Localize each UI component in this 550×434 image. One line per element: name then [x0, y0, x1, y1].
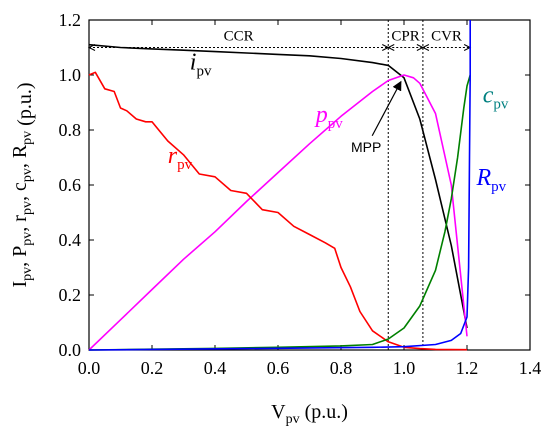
series-line-p: [88, 74, 468, 351]
series-line-i: [88, 43, 468, 329]
series-label-p: ppv: [314, 102, 344, 132]
plot-area: 0.0 0.2 0.4 0.6 0.8 1.0 1.2 1.4 0.0 0.2 0.4 0.6 0.8 1…: [59, 10, 542, 378]
series-label-r-upper: Rpv: [475, 165, 506, 195]
axis-labels: Vpv (p.u.) Ipv, Ppv, rpv, cpv, Rpv (p.u.): [9, 82, 348, 427]
series-label-i: ipv: [190, 50, 212, 80]
x-axis-label: Vpv (p.u.): [271, 401, 348, 427]
series-label-r: rpv: [168, 143, 193, 173]
y-tick-label: 1.2: [59, 10, 82, 30]
series-line-c: [88, 74, 471, 351]
y-tick-label: 0.0: [59, 340, 82, 360]
x-tick-label: 0.8: [330, 358, 353, 378]
region-label: CPR: [391, 29, 419, 45]
region-arrow-head-left: [421, 44, 430, 51]
region-arrow-head-left: [387, 44, 395, 51]
y-tick-label: 0.2: [59, 285, 82, 305]
series-line-r-upper: [88, 20, 471, 351]
x-tick-label: 1.4: [519, 358, 542, 378]
y-tick-label: 0.8: [59, 120, 82, 140]
x-tick-label: 0.0: [78, 358, 101, 378]
series-label-c: cpv: [483, 83, 509, 113]
x-tick-label: 0.2: [141, 358, 164, 378]
x-tick-label: 1.2: [456, 358, 479, 378]
x-tick-label: 1.0: [393, 358, 416, 378]
y-axis-label: Ipv, Ppv, rpv, cpv, Rpv (p.u.): [9, 82, 36, 287]
mpp-label: MPP: [351, 139, 381, 155]
y-tick-label: 1.0: [59, 65, 82, 85]
region-label: CVR: [431, 29, 462, 45]
x-tick-label: 0.4: [204, 358, 227, 378]
y-tick-label: 0.4: [59, 230, 82, 250]
x-tick-label: 0.6: [267, 358, 290, 378]
series-line-r: [88, 71, 468, 351]
region-label: CCR: [224, 29, 254, 45]
mpp-arrow: [371, 80, 402, 137]
y-tick-label: 0.6: [59, 175, 82, 195]
